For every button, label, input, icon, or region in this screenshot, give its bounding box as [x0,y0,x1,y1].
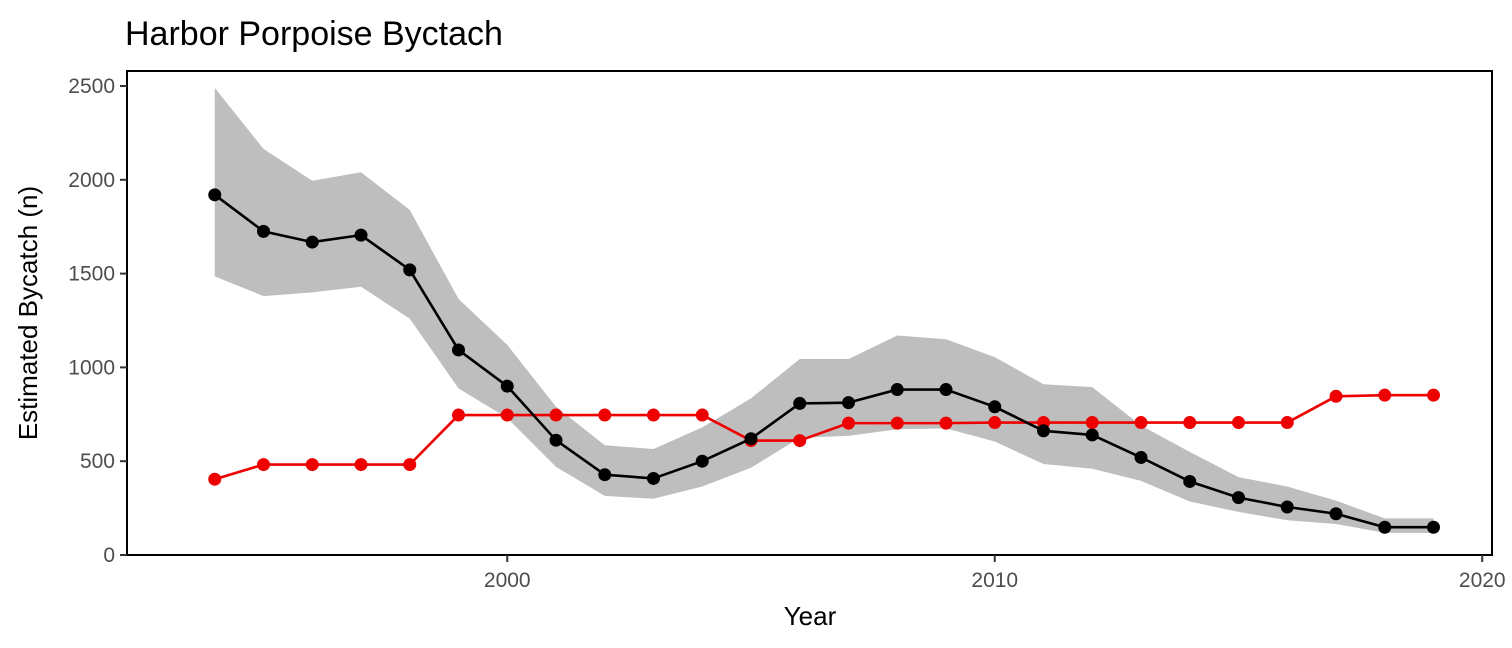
confidence-ribbon-layer [214,87,1434,533]
y-axis: 0 500 1000 1500 2000 2500 [68,75,127,567]
data-point [842,396,855,410]
data-point [452,408,465,422]
data-point [208,188,222,202]
data-point [500,379,514,393]
data-point [890,416,904,430]
data-point [988,416,1002,430]
data-point [305,458,319,472]
data-point [793,396,807,410]
chart-title: Harbor Porpoise Byctach [125,15,503,53]
data-point [744,432,758,446]
data-point [1134,450,1148,464]
x-tick-label: 2020 [1459,569,1506,592]
data-point [1280,416,1294,430]
data-point [1329,389,1343,403]
data-point [647,408,660,422]
data-point [939,383,953,397]
data-point [793,434,807,448]
data-point [354,458,368,472]
y-tick-label: 2000 [68,169,115,192]
data-point [305,235,319,249]
data-point [452,343,465,357]
data-point [598,408,612,422]
data-point [1427,520,1440,534]
data-point [890,383,904,397]
data-point [257,458,270,472]
data-point [500,408,514,422]
data-point [1085,416,1099,430]
data-point [1232,416,1245,430]
panel-border [126,70,1493,556]
series-1 [208,388,1440,486]
data-point [1378,520,1392,534]
y-axis-label: Estimated Bycatch (n) [13,186,43,440]
y-tick-label: 1000 [68,356,115,379]
data-point [1037,424,1050,438]
data-point [1427,388,1440,402]
data-point [1183,474,1197,488]
data-point [842,416,855,430]
data-point [1280,500,1294,514]
data-point [257,224,270,238]
data-point [988,400,1002,414]
series-layer [208,188,1440,534]
x-tick-label: 2000 [484,569,531,592]
series-0 [208,188,1440,534]
data-point [208,472,222,486]
y-tick-label: 1500 [68,263,115,286]
data-point [549,408,563,422]
data-point [695,408,709,422]
data-point [939,416,953,430]
y-tick-label: 500 [80,450,115,473]
data-point [1378,388,1392,402]
plot-area [208,87,1440,534]
data-point [1134,416,1148,430]
data-point [647,471,660,485]
data-point [549,433,563,447]
x-tick-label: 2010 [971,569,1018,592]
data-point [598,468,612,482]
data-point [1085,428,1099,442]
data-point [695,454,709,468]
data-point [1183,416,1197,430]
y-tick-label: 2500 [68,75,115,98]
x-axis-label: Year [784,601,837,631]
data-point [354,228,368,242]
series-line-0 [213,193,1434,529]
data-point [1329,507,1343,521]
data-point [1232,491,1245,505]
confidence-ribbon-0 [214,87,1434,533]
series-line-1 [214,393,1434,481]
data-point [403,263,417,277]
y-tick-label: 0 [103,544,115,567]
data-point [403,458,417,472]
x-axis: 2000 2010 2020 [484,555,1506,592]
